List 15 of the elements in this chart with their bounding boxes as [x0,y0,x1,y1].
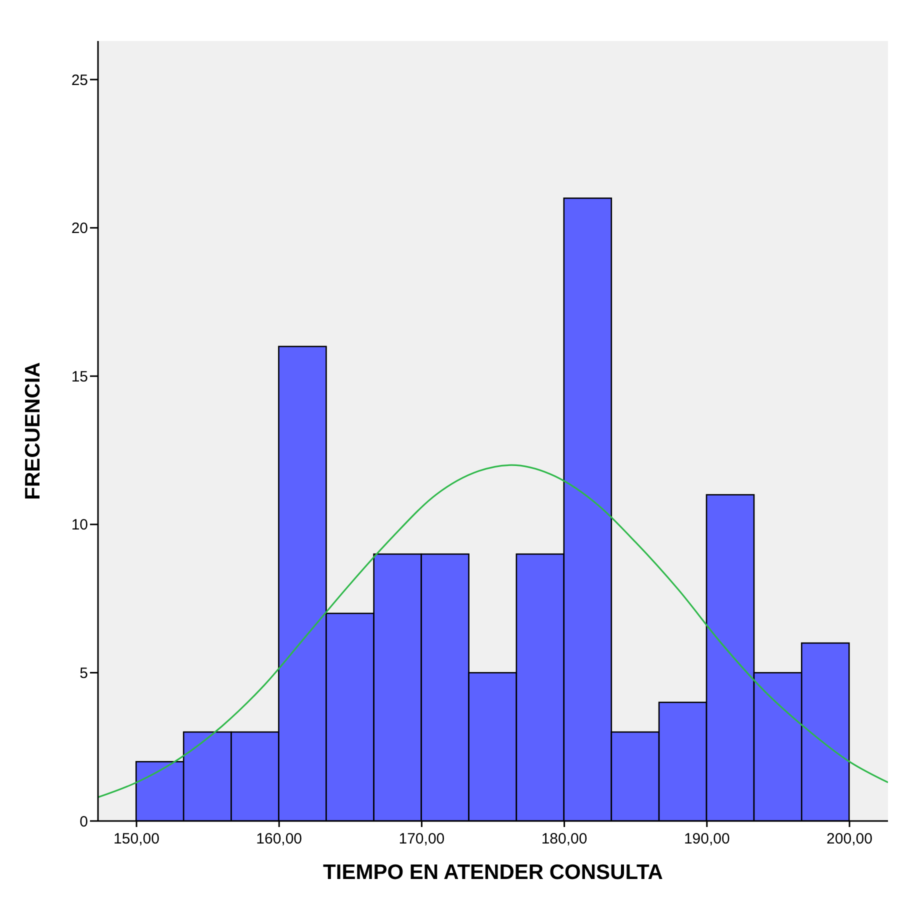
x-tick-label: 180,00 [541,830,588,848]
y-tick-label: 0 [80,813,88,830]
line-series [98,464,888,798]
y-axis-title: FRECUENCIA [21,362,44,500]
x-axis-title: TIEMPO EN ATENDER CONSULTA [323,861,663,884]
x-tick-label: 150,00 [114,830,160,848]
y-tick-label: 25 [71,72,88,89]
x-tick-label: 170,00 [398,830,445,848]
x-tick-label: 160,00 [256,830,302,848]
y-tick-label: 20 [71,220,88,238]
x-tick-label: 200,00 [826,830,872,848]
y-tick-label: 15 [71,368,88,386]
x-tick-label: 190,00 [684,830,730,848]
y-tick-label: 5 [80,665,88,682]
y-tick-label: 10 [71,516,88,534]
